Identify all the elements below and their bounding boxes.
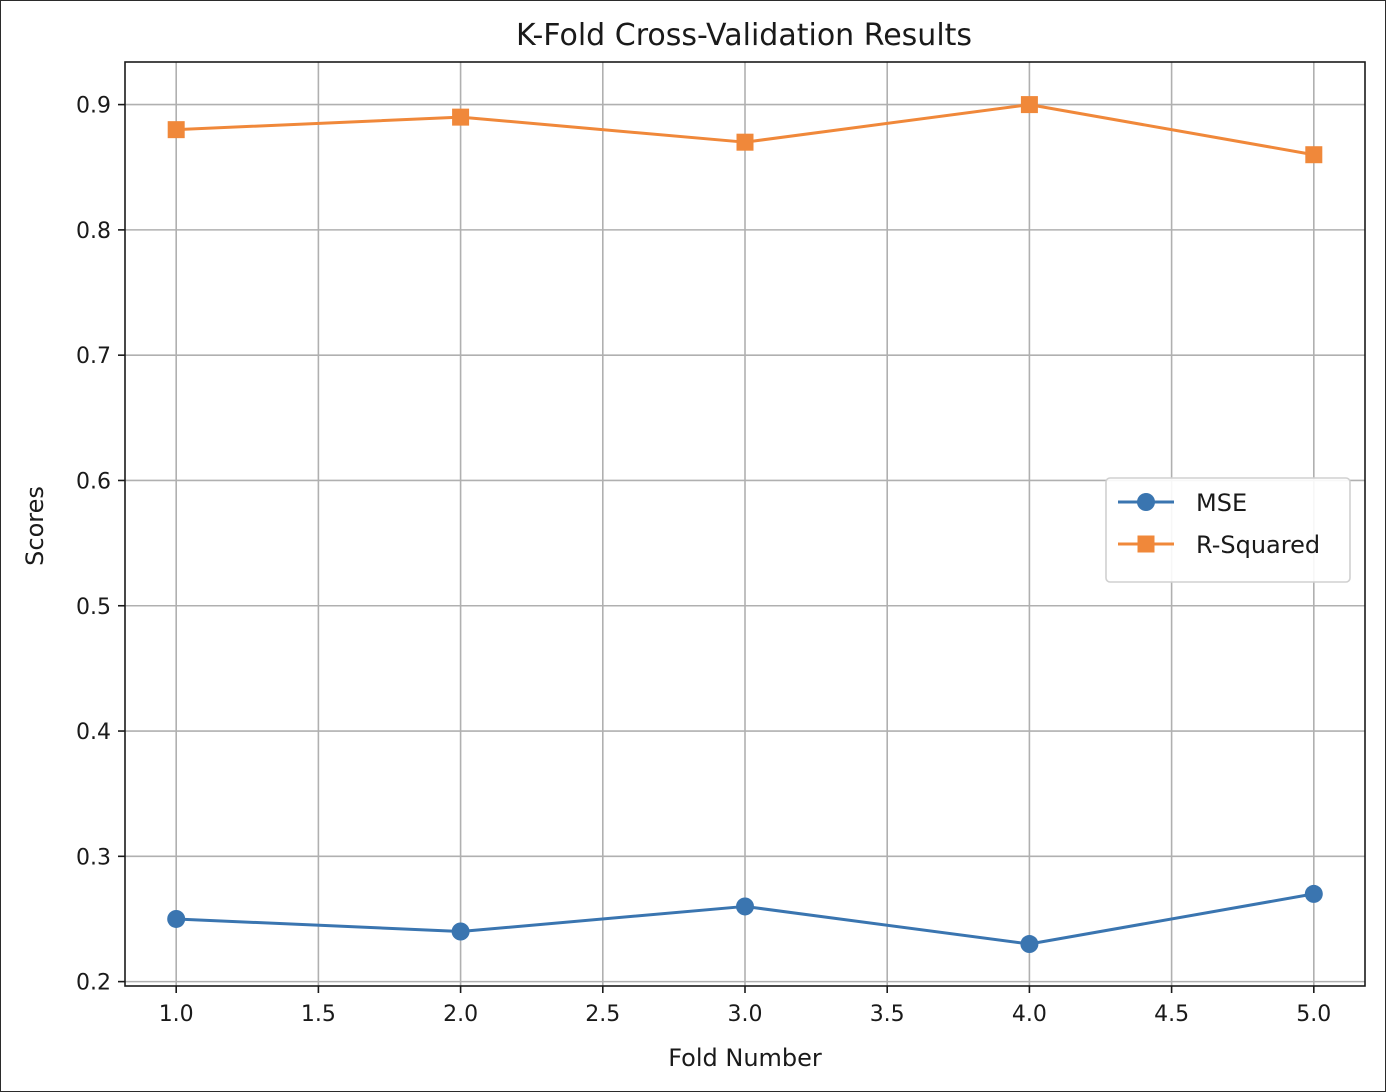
legend-item-r-squared: R-Squared xyxy=(1118,531,1320,559)
x-tick-label: 2.5 xyxy=(585,1002,620,1027)
x-tick-label: 3.0 xyxy=(728,1002,763,1027)
y-axis: 0.2 0.3 0.4 0.5 0.6 0.7 0.8 0.9 xyxy=(76,94,125,996)
data-point xyxy=(451,922,470,941)
legend-marker xyxy=(1137,493,1155,511)
legend-marker xyxy=(1137,535,1155,553)
x-tick-label: 2.0 xyxy=(443,1002,478,1027)
x-tick-label: 4.5 xyxy=(1154,1002,1189,1027)
data-point xyxy=(1020,935,1039,954)
x-tick-label: 1.5 xyxy=(301,1002,336,1027)
data-point xyxy=(736,133,754,151)
legend-label: MSE xyxy=(1196,489,1247,517)
data-point xyxy=(1304,884,1323,903)
y-tick-label: 0.7 xyxy=(76,344,111,369)
x-tick-label: 5.0 xyxy=(1296,1002,1331,1027)
x-tick-label: 1.0 xyxy=(159,1002,194,1027)
data-point xyxy=(1305,146,1323,164)
y-tick-label: 0.6 xyxy=(76,469,111,494)
legend: MSE R-Squared xyxy=(1105,477,1351,583)
y-axis-label: Scores xyxy=(21,486,49,566)
series-layer xyxy=(167,96,1323,954)
data-point xyxy=(167,909,186,928)
chart-title: K-Fold Cross-Validation Results xyxy=(516,18,972,53)
y-tick-label: 0.8 xyxy=(76,219,111,244)
data-point xyxy=(1020,96,1038,114)
y-tick-label: 0.2 xyxy=(76,971,111,996)
data-point xyxy=(736,897,754,916)
y-tick-label: 0.5 xyxy=(76,595,111,620)
legend-box xyxy=(1105,477,1351,583)
data-point xyxy=(452,108,470,126)
x-axis: 1.0 1.5 2.0 2.5 3.0 3.5 4.0 4.5 5.0 xyxy=(159,986,1331,1027)
series-mse xyxy=(167,884,1323,954)
y-tick-label: 0.4 xyxy=(76,720,111,745)
legend-item-mse: MSE xyxy=(1118,489,1247,517)
y-tick-label: 0.3 xyxy=(76,845,111,870)
x-axis-label: Fold Number xyxy=(668,1044,822,1072)
series-r-squared xyxy=(167,96,1323,164)
x-tick-label: 3.5 xyxy=(870,1002,905,1027)
legend-label: R-Squared xyxy=(1196,531,1320,559)
y-tick-label: 0.9 xyxy=(76,94,111,119)
data-point xyxy=(167,121,185,139)
x-tick-label: 4.0 xyxy=(1012,1002,1047,1027)
